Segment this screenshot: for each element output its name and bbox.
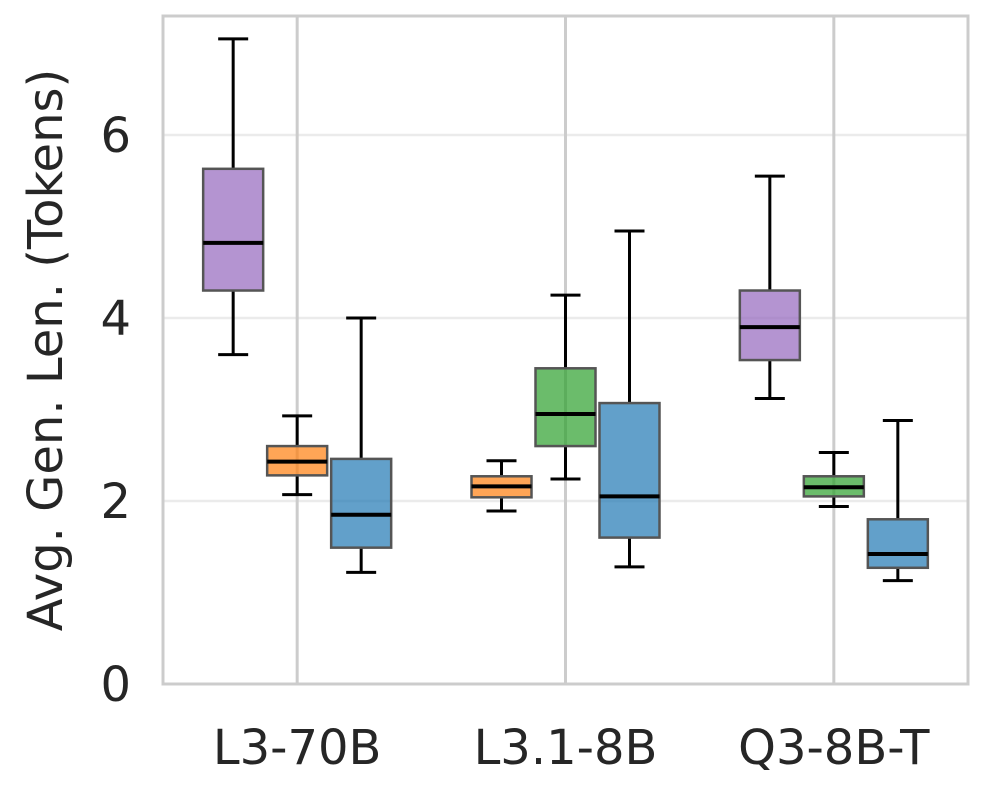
y-tick-label: 6: [100, 108, 131, 164]
box: [534, 367, 597, 448]
y-tick-labels: 0 2 4 6: [100, 108, 131, 713]
box-group-Q3-8B-T: [738, 174, 930, 583]
y-axis-title: Avg. Gen. Len. (Tokens): [18, 69, 74, 631]
box-group-L3-70B: [201, 37, 393, 574]
x-tick-labels: L3-70B L3.1-8B Q3-8B-T: [213, 720, 930, 776]
plot-layer: [201, 37, 930, 583]
x-tick-label: L3-70B: [213, 720, 382, 776]
box: [329, 457, 393, 549]
box: [598, 401, 661, 539]
y-tick-label: 4: [100, 291, 131, 347]
x-tick-label: Q3-8B-T: [738, 720, 930, 776]
y-tick-label: 2: [100, 474, 131, 530]
box: [201, 167, 265, 292]
y-tick-label: 0: [100, 657, 131, 713]
x-tick-label: L3.1-8B: [474, 720, 658, 776]
plot-frame: [161, 14, 970, 686]
box-group-L3.1-8B: [470, 229, 661, 569]
box: [866, 518, 930, 570]
